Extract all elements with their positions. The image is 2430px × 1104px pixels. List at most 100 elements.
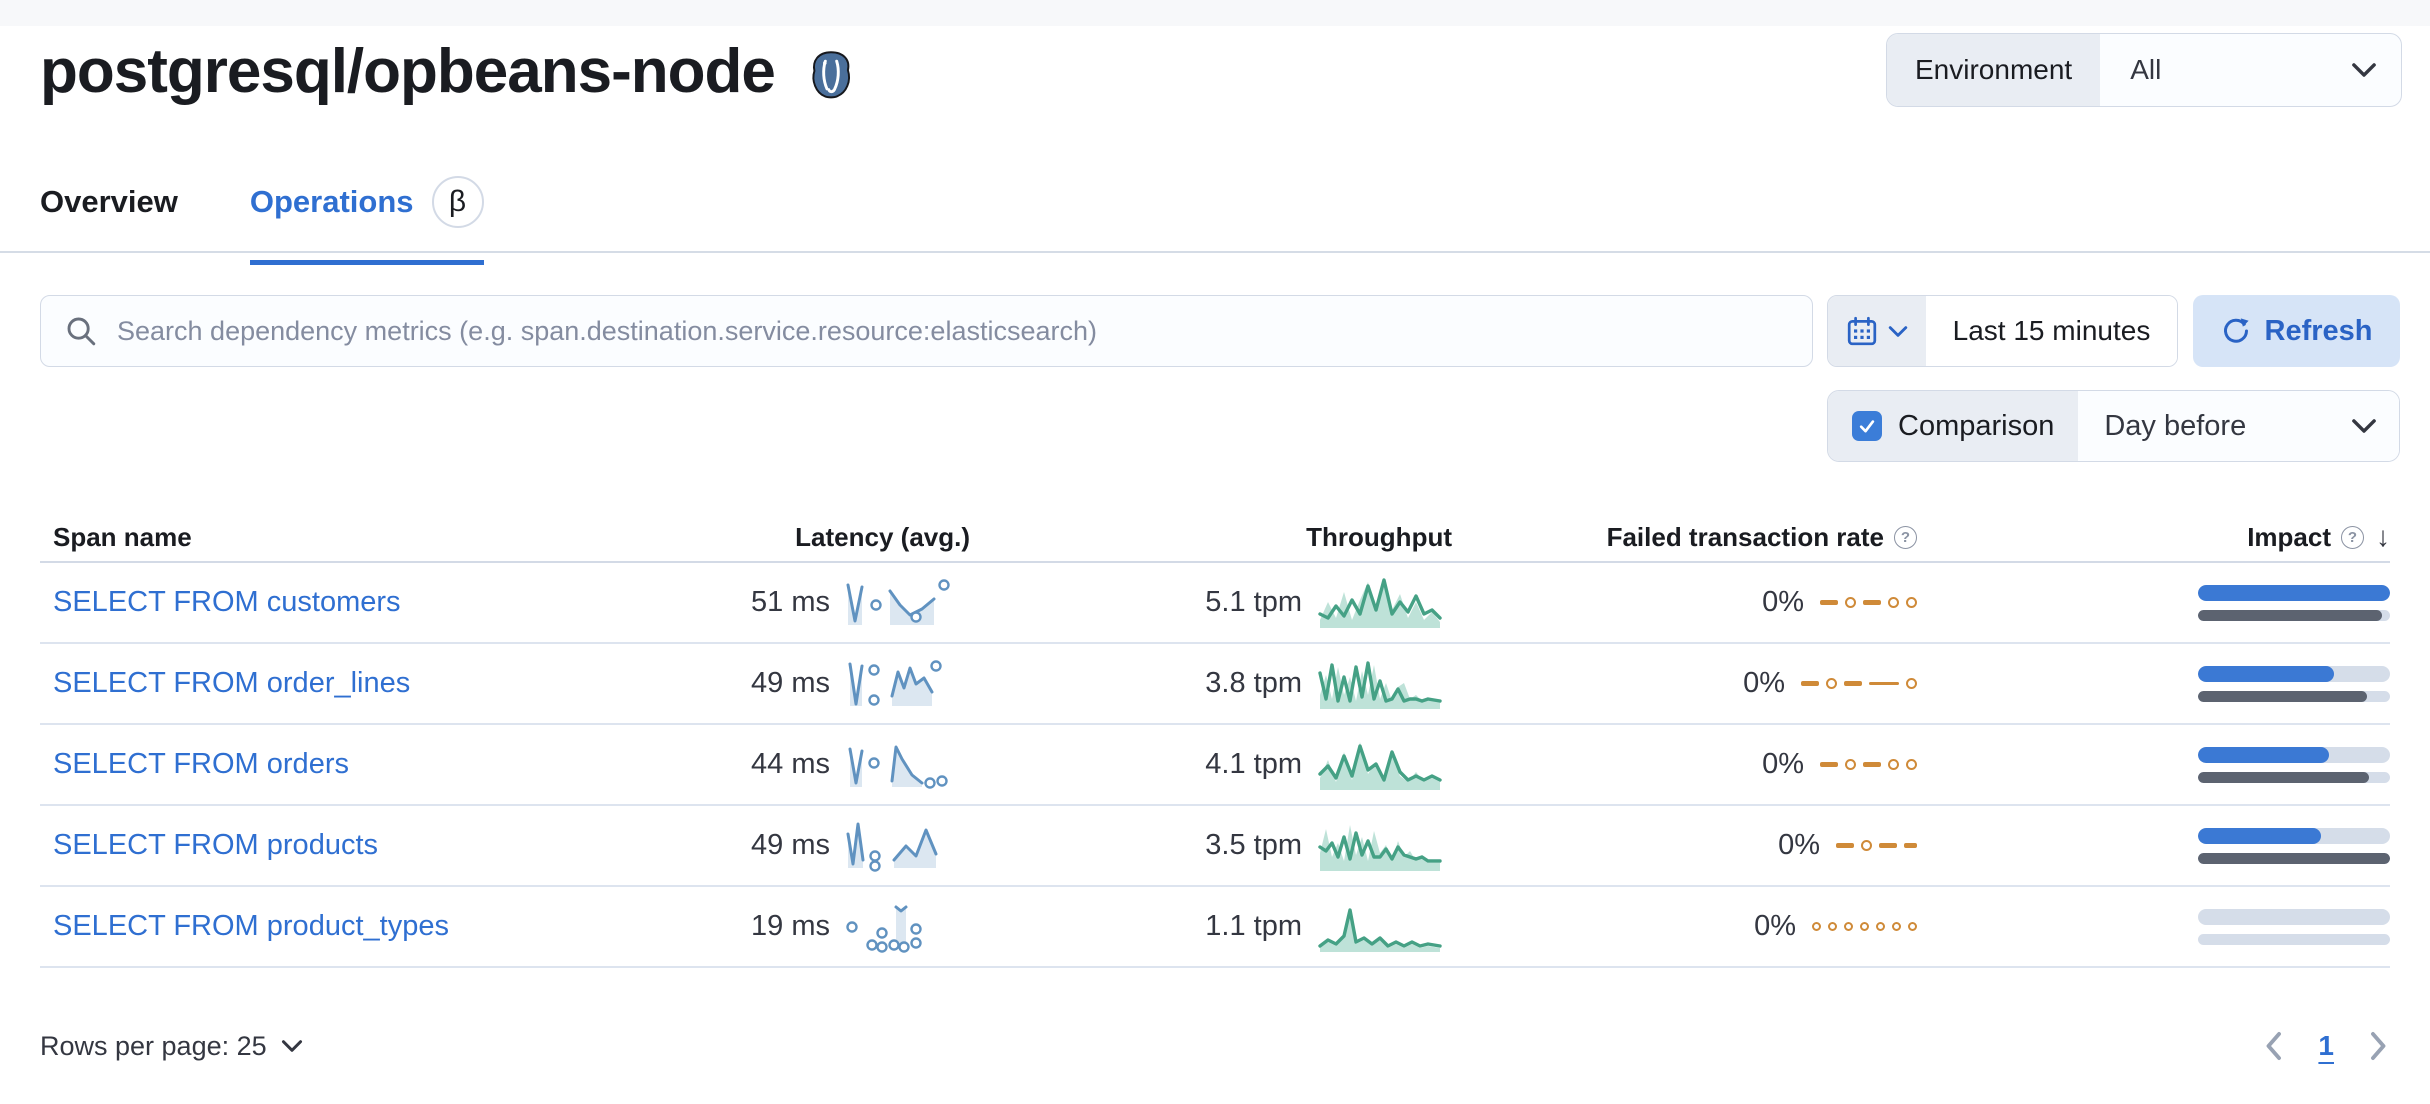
failed-rate-sparkline	[1812, 922, 1917, 931]
tab-overview[interactable]: Overview	[40, 176, 178, 260]
latency-value: 19 ms	[751, 910, 830, 942]
failed-rate-mark	[1820, 762, 1838, 767]
failed-rate-cell: 0%	[1452, 748, 1917, 781]
chevron-down-icon	[281, 1040, 302, 1052]
failed-rate-sparkline	[1820, 597, 1917, 608]
environment-select[interactable]: All	[2100, 34, 2401, 106]
rows-per-page-button[interactable]: Rows per page: 25	[40, 1031, 303, 1062]
chevron-down-icon	[1888, 325, 1908, 337]
table-row: SELECT FROM order_lines 49 ms 3.8 tpm 0%	[40, 644, 2390, 725]
tabs-divider	[0, 251, 2430, 253]
checkmark-icon	[1859, 420, 1875, 433]
throughput-value: 1.1 tpm	[1205, 910, 1302, 942]
failed-rate-mark	[1876, 922, 1885, 931]
impact-current-bar	[2198, 827, 2321, 844]
failed-rate-mark	[1828, 922, 1837, 931]
failed-rate-value: 0%	[1762, 748, 1804, 780]
column-header-impact[interactable]: Impact ? ↓	[1917, 521, 2390, 553]
column-header-failed-rate[interactable]: Failed transaction rate ?	[1452, 522, 1917, 553]
column-header-span-name[interactable]: Span name	[53, 521, 192, 552]
failed-rate-mark	[1863, 600, 1881, 605]
impact-bars	[2198, 827, 2390, 864]
impact-current-track	[2198, 908, 2390, 925]
tab-bar: Overview Operations β	[40, 176, 484, 265]
impact-current-bar	[2198, 665, 2335, 682]
impact-bars	[2198, 584, 2390, 621]
span-name-link[interactable]: SELECT FROM customers	[53, 586, 401, 618]
rows-per-page-label: Rows per page: 25	[40, 1030, 267, 1061]
failed-rate-value: 0%	[1778, 829, 1820, 861]
throughput-sparkline	[1318, 655, 1452, 713]
chevron-right-icon[interactable]	[2368, 1031, 2390, 1061]
refresh-button[interactable]: Refresh	[2193, 295, 2400, 367]
failed-rate-mark	[1861, 840, 1872, 851]
failed-rate-mark	[1812, 922, 1821, 931]
search-input[interactable]	[115, 314, 1788, 348]
latency-sparkline	[846, 575, 970, 631]
impact-bars	[2198, 665, 2390, 702]
column-header-throughput[interactable]: Throughput	[970, 522, 1452, 553]
impact-current-track	[2198, 584, 2390, 601]
comparison-select[interactable]: Day before	[2078, 391, 2399, 461]
failed-rate-mark	[1801, 681, 1819, 686]
failed-rate-mark	[1826, 678, 1837, 689]
impact-previous-bar	[2198, 690, 2367, 702]
failed-rate-value: 0%	[1743, 667, 1785, 699]
failed-rate-mark	[1906, 759, 1917, 770]
span-name-link[interactable]: SELECT FROM product_types	[53, 910, 449, 942]
time-range-value[interactable]: Last 15 minutes	[1926, 296, 2177, 366]
comparison-checkbox[interactable]	[1852, 411, 1882, 441]
span-name-link[interactable]: SELECT FROM orders	[53, 748, 349, 780]
throughput-value: 3.8 tpm	[1205, 667, 1302, 699]
sort-descending-icon[interactable]: ↓	[2376, 521, 2390, 552]
failed-rate-mark	[1906, 597, 1917, 608]
help-icon[interactable]: ?	[1894, 525, 1917, 549]
impact-cell	[1917, 827, 2390, 864]
throughput-cell: 5.1 tpm	[970, 574, 1452, 632]
help-icon[interactable]: ?	[2341, 525, 2364, 549]
span-name-cell: SELECT FROM products	[40, 829, 597, 862]
impact-cell	[1917, 665, 2390, 702]
latency-value: 44 ms	[751, 748, 830, 780]
pagination: 1	[2262, 1030, 2390, 1062]
span-name-cell: SELECT FROM orders	[40, 748, 597, 781]
failed-rate-cell: 0%	[1452, 667, 1917, 700]
throughput-sparkline	[1318, 736, 1452, 794]
impact-previous-track	[2198, 852, 2390, 864]
page-number[interactable]: 1	[2318, 1030, 2334, 1061]
page-title: postgresql/opbeans-node	[40, 37, 776, 106]
throughput-value: 5.1 tpm	[1205, 586, 1302, 618]
impact-current-track	[2198, 827, 2390, 844]
date-picker-button[interactable]	[1828, 296, 1926, 366]
impact-previous-bar	[2198, 771, 2369, 783]
impact-previous-track	[2198, 609, 2390, 621]
latency-cell: 19 ms	[597, 899, 970, 955]
failed-rate-mark	[1836, 843, 1854, 848]
impact-previous-track	[2198, 771, 2390, 783]
impact-previous-track	[2198, 690, 2390, 702]
impact-current-bar	[2198, 746, 2329, 763]
time-range-picker: Last 15 minutes	[1827, 295, 2178, 367]
chevron-left-icon[interactable]	[2262, 1031, 2284, 1061]
table-footer: Rows per page: 25 1	[40, 1012, 2390, 1080]
table-row: SELECT FROM customers 51 ms 5.1 tpm 0%	[40, 563, 2390, 644]
span-name-link[interactable]: SELECT FROM products	[53, 829, 379, 861]
span-name-link[interactable]: SELECT FROM order_lines	[53, 667, 411, 699]
latency-sparkline	[846, 818, 970, 874]
chevron-down-icon	[2352, 419, 2376, 433]
table-header-row: Span name Latency (avg.) Throughput Fail…	[40, 513, 2390, 563]
tab-operations[interactable]: Operations β	[249, 176, 484, 265]
throughput-sparkline	[1318, 574, 1452, 632]
latency-value: 49 ms	[751, 667, 830, 699]
throughput-value: 3.5 tpm	[1205, 829, 1302, 861]
throughput-header-label: Throughput	[1306, 521, 1452, 552]
operations-table: Span name Latency (avg.) Throughput Fail…	[40, 513, 2390, 968]
throughput-value: 4.1 tpm	[1205, 748, 1302, 780]
latency-sparkline	[846, 899, 970, 955]
latency-cell: 49 ms	[597, 656, 970, 712]
column-header-latency[interactable]: Latency (avg.)	[597, 522, 970, 553]
failed-rate-mark	[1820, 600, 1838, 605]
comparison-control: Comparison Day before	[1827, 390, 2400, 462]
failed-rate-mark	[1845, 759, 1856, 770]
